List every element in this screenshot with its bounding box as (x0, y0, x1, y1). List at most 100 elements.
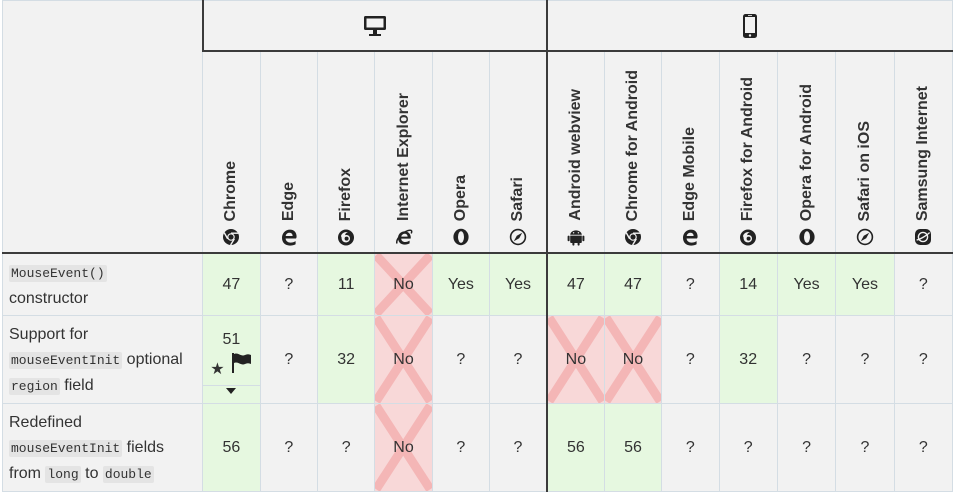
support-value: No (565, 350, 587, 368)
support-value: 32 (739, 350, 758, 368)
feature-text: fields (122, 439, 165, 456)
support-cell-internet-explorer: No (374, 404, 433, 492)
safari-icon (856, 228, 874, 246)
support-cell-chrome-for-android: 56 (603, 403, 663, 492)
support-cell-safari-on-ios: Yes (835, 252, 895, 316)
edge-icon (681, 228, 699, 246)
firefox-icon (739, 228, 757, 246)
support-value: ? (341, 438, 351, 456)
browser-header-opera: Opera (431, 50, 491, 254)
platform-mobile (545, 0, 953, 52)
feature-text: Redefined (9, 414, 82, 431)
support-value: ? (918, 350, 928, 368)
unsupported-cross-mark (375, 316, 431, 403)
support-value: ? (456, 438, 466, 456)
support-value: 14 (739, 275, 758, 293)
feature-row: Redefined mouseEventInit fields from long … (1, 403, 954, 492)
support-cell-samsung-internet: ? (893, 403, 954, 492)
mobile-phone-icon (742, 13, 757, 38)
feature-row: Support for mouseEventInit optional region… (1, 315, 954, 404)
support-cell-safari: ? (489, 403, 548, 492)
support-value: No (393, 438, 414, 456)
table-corner (1, 0, 204, 254)
browser-header-opera-for-android: Opera for Android (776, 50, 837, 254)
support-cell-opera: Yes (431, 252, 491, 316)
unsupported-cross-mark (375, 254, 431, 315)
desktop-monitor-icon (363, 15, 386, 36)
support-cell-safari: ? (489, 315, 548, 404)
support-cell-chrome-for-android: No (603, 316, 663, 404)
expand-arrow-icon[interactable] (203, 385, 260, 396)
feature-text: to (80, 465, 103, 482)
support-value: Yes (447, 275, 474, 293)
opera-icon (452, 228, 470, 246)
support-cell-edge: ? (259, 252, 318, 316)
support-value: 56 (566, 438, 585, 456)
support-cell-opera-for-android: Yes (776, 252, 837, 316)
browser-header-internet-explorer: Internet Explorer (374, 50, 433, 254)
support-cell-firefox: 32 (316, 315, 376, 404)
feature-name: MouseEvent() constructor (1, 252, 204, 316)
support-value: 56 (222, 438, 241, 456)
unsupported-cross-mark (375, 404, 431, 491)
support-value: ? (860, 350, 870, 368)
feature-text: from (9, 465, 46, 482)
support-value: ? (802, 438, 811, 456)
support-cell-safari-on-ios: ? (835, 315, 895, 404)
feature-code: mouseEventInit (9, 352, 123, 369)
support-value: ? (743, 438, 753, 456)
browser-name-label: Edge (279, 181, 297, 221)
browser-header-row: Chrome Edge Firefox Internet Explorer Opera S… (3, 50, 954, 254)
support-cell-firefox-for-android: 32 (718, 315, 778, 404)
support-value: ? (284, 275, 294, 293)
support-cell-opera-for-android: ? (776, 315, 837, 404)
support-cell-samsung-internet: ? (893, 315, 954, 404)
support-cell-chrome: 56 (202, 403, 261, 492)
browser-header-chrome: Chrome (202, 50, 261, 254)
support-value: 47 (566, 275, 585, 293)
support-value: No (393, 350, 414, 368)
support-value: ? (802, 350, 811, 368)
support-value: Yes (851, 275, 878, 293)
support-cell-android-webview: 47 (545, 252, 605, 316)
support-value: ? (685, 275, 695, 293)
browser-name-label: Opera for Android (797, 83, 815, 221)
support-value: Yes (504, 275, 532, 293)
flag-icon (229, 352, 253, 379)
support-cell-safari: Yes (489, 252, 548, 316)
unsupported-cross-mark (548, 316, 604, 403)
support-value: ? (860, 438, 870, 456)
browser-header-safari-on-ios: Safari on iOS (835, 50, 895, 254)
browser-header-edge-mobile: Edge Mobile (661, 50, 720, 254)
support-value: ? (918, 438, 928, 456)
support-cell-chrome-for-android: 47 (603, 252, 663, 316)
support-cell-internet-explorer: No (374, 316, 433, 404)
support-value: 56 (624, 438, 642, 456)
support-cell-samsung-internet: ? (893, 252, 954, 316)
support-value: ? (284, 350, 294, 368)
feature-code: mouseEventInit (9, 440, 123, 457)
support-value: No (393, 275, 414, 293)
support-cell-firefox-for-android: 14 (718, 252, 778, 316)
support-cell-firefox-for-android: ? (718, 403, 778, 492)
support-value: 51 (222, 331, 241, 348)
support-cell-edge-mobile: ? (661, 315, 720, 404)
feature-code: region (9, 378, 60, 395)
browser-name-label: Safari on iOS (855, 120, 873, 221)
support-value: ? (513, 350, 523, 368)
support-cell-opera-for-android: ? (776, 403, 837, 492)
support-value: 47 (624, 275, 642, 293)
support-cell-chrome[interactable]: 51 ★ (202, 315, 261, 404)
support-cell-chrome: 47 (202, 252, 261, 316)
opera-icon (798, 228, 816, 246)
support-cell-edge-mobile: ? (661, 252, 720, 316)
browser-header-edge: Edge (259, 50, 318, 254)
feature-text: field (59, 377, 94, 394)
support-cell-android-webview: No (545, 316, 605, 404)
browser-name-label: Firefox for Android (739, 76, 757, 221)
feature-code: long (45, 466, 81, 483)
browser-name-label: Chrome for Android (623, 69, 641, 221)
browser-name-label: Internet Explorer (394, 92, 412, 221)
feature-text: Support for (9, 326, 89, 343)
